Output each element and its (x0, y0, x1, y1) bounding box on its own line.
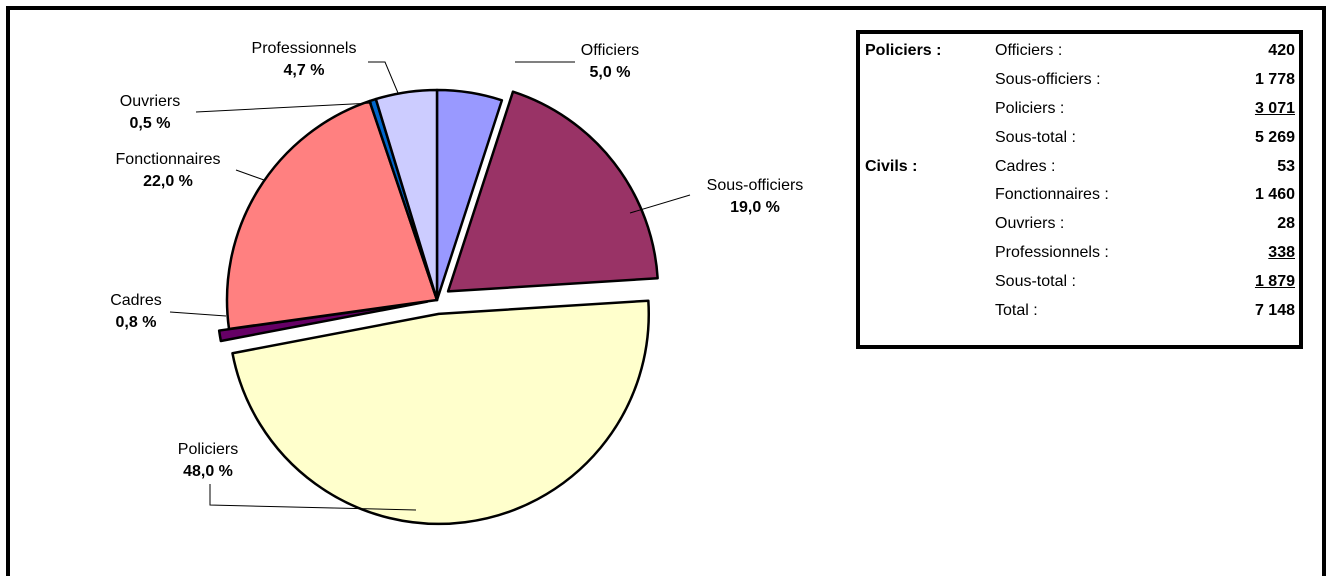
row-value-text: 1 778 (1254, 71, 1295, 89)
row-category: Sous-total : (995, 272, 1076, 290)
row-value-text: 53 (1277, 157, 1295, 175)
row-value-text: 1 460 (1254, 186, 1295, 204)
table-row: Sous-officiers : 1 778 (860, 66, 1299, 95)
table-row: Sous-total : 1 879 (860, 267, 1299, 296)
slice-label: Fonctionnaires (116, 151, 221, 168)
leader-line (169, 311, 227, 317)
row-category: Sous-officiers : (995, 71, 1101, 89)
leader-lines (169, 61, 691, 511)
row-category: Professionnels : (995, 243, 1109, 261)
table-row: Sous-total : 5 269 (860, 123, 1299, 152)
row-value: 1 460 (1205, 181, 1299, 210)
slice-percent-label: 48,0 % (183, 463, 233, 480)
pie-slices (217, 88, 659, 526)
leader-line (209, 484, 417, 511)
row-group (860, 95, 985, 124)
row-value-text: 5 269 (1254, 128, 1295, 146)
slice-labels: Officiers 5,0 % Sous-officiers 19,0 % Polici… (110, 40, 803, 480)
leader-line (195, 102, 373, 113)
table-row: Civils : Cadres : 53 (860, 152, 1299, 181)
row-group: Civils : (865, 157, 918, 175)
row-value-text: 28 (1277, 215, 1295, 233)
row-value: 1 879 (1205, 267, 1299, 296)
row-value-text: 3 071 (1254, 99, 1295, 117)
row-category: Total : (995, 301, 1038, 319)
row-group: Policiers : (865, 42, 942, 60)
row-group (860, 181, 985, 210)
row-category: Sous-total : (995, 128, 1076, 146)
row-group (860, 210, 985, 239)
row-value: 1 778 (1205, 66, 1299, 95)
row-value-text: 420 (1268, 42, 1295, 60)
row-value: 7 148 (1205, 296, 1299, 325)
slice-percent-label: 4,7 % (284, 62, 325, 79)
row-group (860, 267, 985, 296)
data-table: Policiers : Officiers : 420 Sous-officiers … (860, 37, 1299, 325)
slice-label: Cadres (110, 292, 162, 309)
row-value: 3 071 (1205, 95, 1299, 124)
slice-percent-label: 0,8 % (116, 314, 157, 331)
table-row: Fonctionnaires : 1 460 (860, 181, 1299, 210)
slice-percent-label: 5,0 % (590, 64, 631, 81)
row-value-text: 1 879 (1254, 272, 1295, 290)
table-row: Policiers : 3 071 (860, 95, 1299, 124)
row-value: 420 (1205, 37, 1299, 66)
row-value-text: 338 (1268, 243, 1295, 261)
table-row: Policiers : Officiers : 420 (860, 37, 1299, 66)
table-row: Total : 7 148 (860, 296, 1299, 325)
data-table-legend: Policiers : Officiers : 420 Sous-officiers … (856, 30, 1303, 349)
slice-label: Policiers (178, 441, 238, 458)
leader-line (629, 194, 691, 214)
row-group (860, 296, 985, 325)
pie-slice-cadres (217, 300, 429, 343)
slice-label: Ouvriers (120, 93, 180, 110)
row-value: 28 (1205, 210, 1299, 239)
row-value: 338 (1205, 239, 1299, 268)
row-category: Officiers : (995, 42, 1063, 60)
slice-label: Professionnels (252, 40, 357, 57)
pie-slice-sous-officiers (446, 90, 659, 293)
row-group (860, 123, 985, 152)
row-value: 53 (1205, 152, 1299, 181)
slice-percent-label: 0,5 % (130, 115, 171, 132)
row-category: Policiers : (995, 99, 1065, 117)
table-row: Ouvriers : 28 (860, 210, 1299, 239)
slice-percent-label: 19,0 % (730, 199, 780, 216)
leader-line (368, 61, 399, 94)
leader-line (235, 169, 265, 181)
row-category: Cadres : (995, 157, 1056, 175)
row-category: Ouvriers : (995, 215, 1065, 233)
row-value-text: 7 148 (1254, 301, 1295, 319)
slice-label: Sous-officiers (707, 177, 804, 194)
row-group (860, 66, 985, 95)
row-group (860, 239, 985, 268)
pie-slice-policiers (231, 299, 651, 526)
slice-percent-label: 22,0 % (143, 173, 193, 190)
table-row: Professionnels : 338 (860, 239, 1299, 268)
slice-label: Officiers (581, 42, 639, 59)
pie-slice-professionnels (374, 88, 439, 302)
row-category: Fonctionnaires : (995, 186, 1109, 204)
pie-slice-fonctionnaires (225, 99, 439, 331)
row-value: 5 269 (1205, 123, 1299, 152)
